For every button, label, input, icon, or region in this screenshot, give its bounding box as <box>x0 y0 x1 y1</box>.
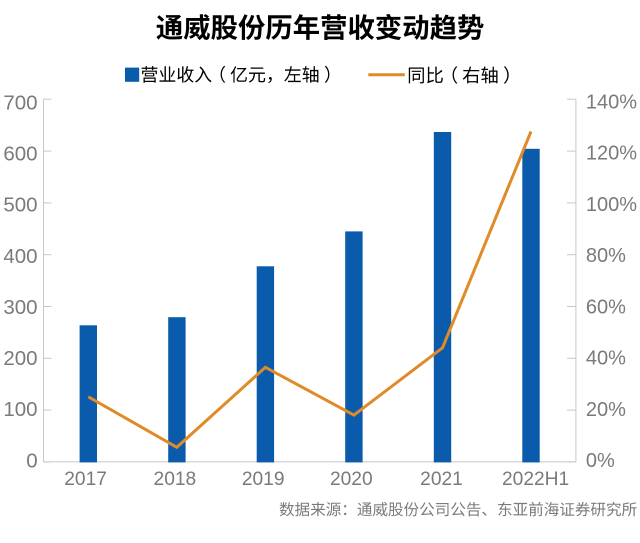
svg-text:2020: 2020 <box>330 469 373 490</box>
svg-text:2021: 2021 <box>420 469 463 490</box>
svg-text:500: 500 <box>3 194 37 217</box>
svg-text:2022H1: 2022H1 <box>502 469 569 490</box>
svg-text:140%: 140% <box>586 91 637 113</box>
svg-text:700: 700 <box>3 91 37 114</box>
svg-text:400: 400 <box>3 245 37 268</box>
svg-text:100%: 100% <box>586 194 637 216</box>
svg-text:60%: 60% <box>586 296 626 318</box>
svg-text:100: 100 <box>3 398 37 421</box>
svg-text:2019: 2019 <box>242 469 285 490</box>
svg-text:120%: 120% <box>586 143 637 165</box>
svg-text:200: 200 <box>3 347 37 370</box>
svg-text:80%: 80% <box>586 245 626 267</box>
svg-text:2017: 2017 <box>64 469 107 490</box>
svg-text:0: 0 <box>26 449 37 472</box>
svg-text:0%: 0% <box>586 450 615 472</box>
svg-text:20%: 20% <box>586 399 626 421</box>
svg-text:40%: 40% <box>586 348 626 370</box>
svg-text:2018: 2018 <box>154 469 197 490</box>
svg-text:600: 600 <box>3 143 37 166</box>
svg-text:300: 300 <box>3 296 37 319</box>
